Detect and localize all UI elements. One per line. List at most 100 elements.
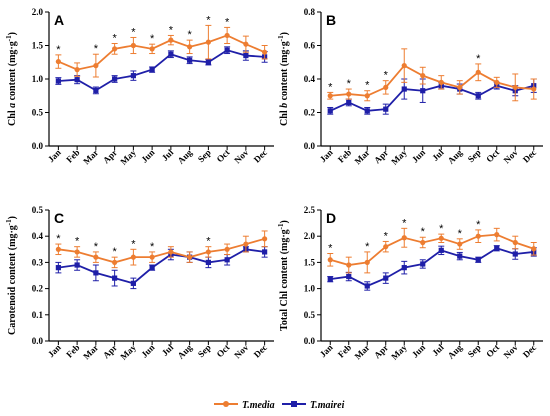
y-axis-title-part: ): [279, 32, 290, 35]
panel-c: 0.0 0.1 0.2 0.3 0.4 0.5 Jan Feb Mar Apr May Jun Jul A…: [5, 205, 274, 362]
data-point: [74, 77, 80, 83]
y-tick-label: 0.0: [304, 141, 316, 151]
data-point: [130, 42, 136, 49]
series-line: [330, 233, 535, 266]
data-point: [93, 87, 99, 93]
legend-marker-mairei: [291, 401, 297, 407]
significance-marker: *: [365, 241, 370, 253]
data-point: [475, 69, 481, 75]
data-point: [438, 235, 444, 241]
significance-marker: *: [131, 26, 136, 38]
series-media: [327, 227, 537, 274]
x-tick-label: Jan: [46, 147, 63, 164]
data-point: [364, 108, 370, 114]
x-tick-label: Sep: [466, 147, 483, 164]
significance-marker: *: [187, 29, 192, 41]
data-point: [420, 239, 426, 246]
x-tick-label: Jun: [410, 342, 427, 359]
data-point: [401, 63, 407, 69]
data-point: [457, 241, 463, 247]
series-line: [329, 84, 534, 112]
y-axis-title-part: ): [7, 216, 18, 219]
data-point: [55, 78, 61, 84]
x-tick-label: Apr: [101, 147, 119, 165]
data-point: [205, 39, 211, 45]
data-point: [112, 46, 118, 52]
y-tick-label: 0.5: [32, 108, 44, 118]
x-tick-label: Jun: [139, 342, 156, 359]
y-axis-title-part: Total Chl content (mg·g: [279, 229, 290, 331]
data-point: [327, 276, 333, 282]
significance-marker: *: [439, 223, 444, 235]
x-tick-label: Jul: [430, 342, 446, 358]
series-mairei: [327, 245, 537, 291]
x-tick-label: Sep: [466, 342, 483, 359]
data-point: [475, 233, 481, 239]
y-tick-label: 0.4: [32, 231, 44, 241]
x-tick-label: Jan: [318, 342, 335, 359]
y-tick-label: 0.0: [304, 336, 316, 346]
data-point: [224, 246, 230, 252]
data-point: [262, 249, 268, 255]
data-point: [327, 93, 333, 99]
series-media: [55, 24, 268, 78]
series-line: [58, 248, 265, 285]
x-tick-label: Sep: [196, 147, 213, 164]
data-point: [531, 86, 537, 92]
data-point: [187, 44, 193, 50]
data-point: [383, 106, 389, 112]
y-tick-label: 0.2: [304, 108, 316, 118]
data-point: [55, 58, 61, 65]
data-point: [168, 51, 174, 57]
data-point: [243, 241, 249, 247]
y-tick-label: 0.5: [32, 205, 44, 215]
data-point: [420, 88, 426, 94]
y-axis-title-part: Chl: [279, 108, 290, 126]
x-tick-label: Mar: [353, 342, 372, 361]
y-tick-label: 0.1: [32, 310, 44, 320]
y-tick-label: 1.0: [304, 284, 316, 294]
y-axis-title: Chl a content (mg·g-1): [5, 32, 18, 126]
chart-legend: T.media T.mairei: [214, 400, 345, 411]
y-axis-title: Total Chl content (mg·g-1): [277, 220, 290, 331]
data-point: [55, 246, 61, 252]
y-axis-title-part: content (mg·g: [279, 41, 290, 103]
data-point: [243, 52, 249, 59]
y-axis-title-part: b: [279, 103, 290, 108]
data-point: [262, 236, 268, 242]
data-point: [420, 261, 426, 267]
x-tick-label: Aug: [446, 147, 465, 166]
data-point: [494, 245, 500, 251]
series-mairei: [55, 46, 268, 95]
x-tick-label: Jun: [139, 147, 156, 164]
x-tick-label: Mar: [81, 147, 100, 166]
y-tick-label: 2.0: [32, 7, 44, 17]
data-point: [346, 273, 352, 280]
significance-marker: *: [94, 43, 99, 55]
data-point: [494, 79, 500, 85]
data-point: [438, 79, 444, 85]
significance-marker: *: [169, 24, 174, 36]
significance-marker: *: [328, 242, 333, 254]
x-tick-label: Nov: [502, 342, 520, 360]
y-axis-title-part: ): [7, 32, 18, 35]
significance-marker: *: [112, 246, 117, 258]
y-axis-title-part: content (mg·g: [7, 41, 18, 103]
x-tick-label: Jan: [318, 147, 335, 164]
significance-marker: *: [206, 14, 211, 26]
data-point: [149, 265, 155, 271]
y-axis-title-part: Carotenoid content (mg·g: [7, 225, 18, 335]
x-tick-label: Aug: [176, 342, 195, 361]
x-tick-label: Apr: [101, 342, 119, 360]
significance-marker: *: [150, 33, 155, 45]
series-mairei: [55, 246, 268, 290]
data-point: [149, 254, 155, 260]
series-media: [55, 230, 268, 269]
data-point: [364, 283, 370, 289]
data-point: [327, 108, 333, 114]
x-tick-label: Dec: [521, 342, 538, 359]
significance-marker: *: [56, 233, 61, 245]
data-point: [224, 47, 230, 53]
significance-marker: *: [206, 236, 211, 248]
y-axis-title-part: -1: [277, 223, 285, 229]
